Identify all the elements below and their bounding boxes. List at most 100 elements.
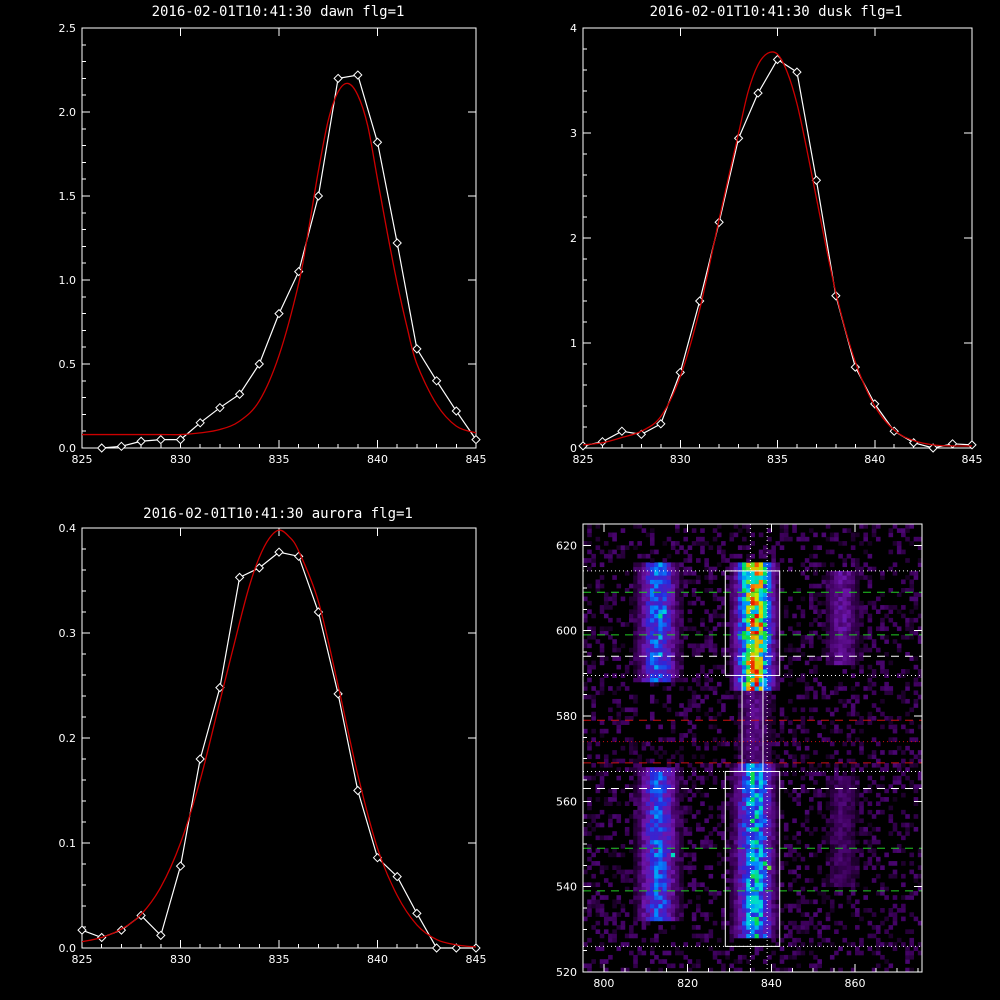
heatmap-pixel — [716, 822, 722, 828]
heatmap-pixel — [737, 553, 743, 559]
heatmap-pixel — [645, 634, 651, 640]
heatmap-pixel — [850, 707, 856, 713]
heatmap-pixel — [645, 673, 651, 678]
heatmap-pixel — [675, 801, 680, 806]
heatmap-pixel — [746, 903, 751, 909]
heatmap-pixel — [670, 634, 676, 640]
heatmap-pixel — [599, 762, 605, 768]
heatmap-pixel — [742, 669, 747, 674]
heatmap-pixel — [729, 899, 735, 905]
heatmap-pixel — [679, 583, 684, 589]
heatmap-pixel — [721, 758, 726, 764]
heatmap-pixel — [704, 844, 709, 849]
heatmap-pixel — [804, 788, 810, 794]
heatmap-pixel — [633, 933, 638, 939]
heatmap-pixel — [742, 741, 747, 747]
heatmap-pixel — [641, 912, 647, 917]
heatmap-pixel — [746, 805, 751, 811]
heatmap-pixel — [829, 814, 835, 819]
heatmap-pixel — [880, 784, 885, 789]
heatmap-pixel — [809, 605, 814, 610]
heatmap-pixel — [629, 600, 634, 606]
heatmap-pixel — [641, 925, 647, 930]
heatmap-pixel — [834, 890, 839, 896]
x-tick-label: 830 — [670, 453, 691, 466]
heatmap-pixel — [679, 545, 684, 550]
heatmap-pixel — [691, 882, 697, 888]
heatmap-pixel — [762, 647, 768, 653]
heatmap-pixel — [645, 643, 651, 649]
heatmap-pixel — [913, 801, 919, 806]
heatmap-pixel — [708, 831, 714, 836]
heatmap-pixel — [909, 570, 915, 576]
heatmap-pixel — [696, 925, 701, 930]
heatmap-pixel — [649, 583, 655, 589]
heatmap-pixel — [687, 626, 693, 632]
heatmap-pixel — [746, 878, 751, 883]
heatmap-pixel — [645, 967, 651, 973]
heatmap-pixel — [746, 707, 751, 713]
heatmap-pixel — [737, 528, 743, 533]
heatmap-pixel — [867, 844, 873, 849]
heatmap-pixel — [775, 566, 781, 572]
heatmap-pixel — [658, 745, 663, 751]
heatmap-pixel — [867, 861, 873, 866]
heatmap-pixel — [670, 831, 676, 836]
heatmap-pixel — [725, 741, 730, 747]
heatmap-pixel — [821, 899, 827, 905]
heatmap-pixel — [825, 575, 831, 580]
heatmap-pixel — [838, 967, 843, 973]
heatmap-pixel — [767, 626, 772, 632]
heatmap-pixel — [758, 869, 764, 875]
heatmap-pixel — [583, 814, 588, 819]
heatmap-pixel — [649, 541, 655, 546]
heatmap-pixel — [859, 600, 864, 606]
heatmap-pixel — [775, 809, 781, 815]
heatmap-pixel — [762, 745, 768, 751]
heatmap-pixel — [658, 596, 663, 602]
heatmap-pixel — [809, 686, 814, 691]
heatmap-pixel — [649, 669, 655, 674]
heatmap-pixel — [666, 805, 672, 811]
heatmap-pixel — [750, 920, 755, 926]
heatmap-pixel — [742, 925, 747, 930]
heatmap-pixel — [804, 745, 810, 751]
heatmap-pixel — [729, 762, 735, 768]
heatmap-pixel — [762, 724, 768, 730]
heatmap-pixel — [754, 686, 760, 691]
heatmap-pixel — [892, 942, 898, 947]
heatmap-pixel — [587, 634, 592, 640]
heatmap-pixel — [733, 908, 739, 913]
heatmap-pixel — [838, 634, 843, 640]
heatmap-pixel — [675, 660, 680, 666]
heatmap-pixel — [846, 583, 852, 589]
heatmap-pixel — [691, 814, 697, 819]
heatmap-pixel — [649, 856, 655, 862]
heatmap-pixel — [587, 856, 592, 862]
heatmap-pixel — [654, 890, 659, 896]
heatmap-pixel — [842, 609, 848, 614]
heatmap-pixel — [633, 750, 638, 755]
heatmap-pixel — [658, 809, 663, 815]
heatmap-pixel — [742, 745, 747, 751]
heatmap-pixel — [846, 899, 852, 905]
heatmap-pixel — [867, 677, 873, 683]
heatmap-pixel — [758, 711, 764, 717]
heatmap-pixel — [855, 950, 860, 956]
heatmap-pixel — [649, 950, 655, 956]
heatmap-pixel — [758, 788, 764, 794]
heatmap-pixel — [691, 570, 697, 576]
heatmap-pixel — [616, 617, 622, 623]
heatmap-pixel — [737, 562, 743, 568]
heatmap-pixel — [775, 831, 781, 836]
heatmap-pixel — [666, 908, 672, 913]
heatmap-pixel — [880, 626, 885, 632]
heatmap-pixel — [834, 831, 839, 836]
heatmap-pixel — [813, 605, 818, 610]
heatmap-pixel — [633, 643, 638, 649]
heatmap-pixel — [679, 861, 684, 866]
heatmap-pixel — [796, 694, 802, 700]
heatmap-pixel — [783, 835, 789, 841]
heatmap-pixel — [821, 575, 827, 580]
heatmap-pixel — [859, 916, 864, 922]
